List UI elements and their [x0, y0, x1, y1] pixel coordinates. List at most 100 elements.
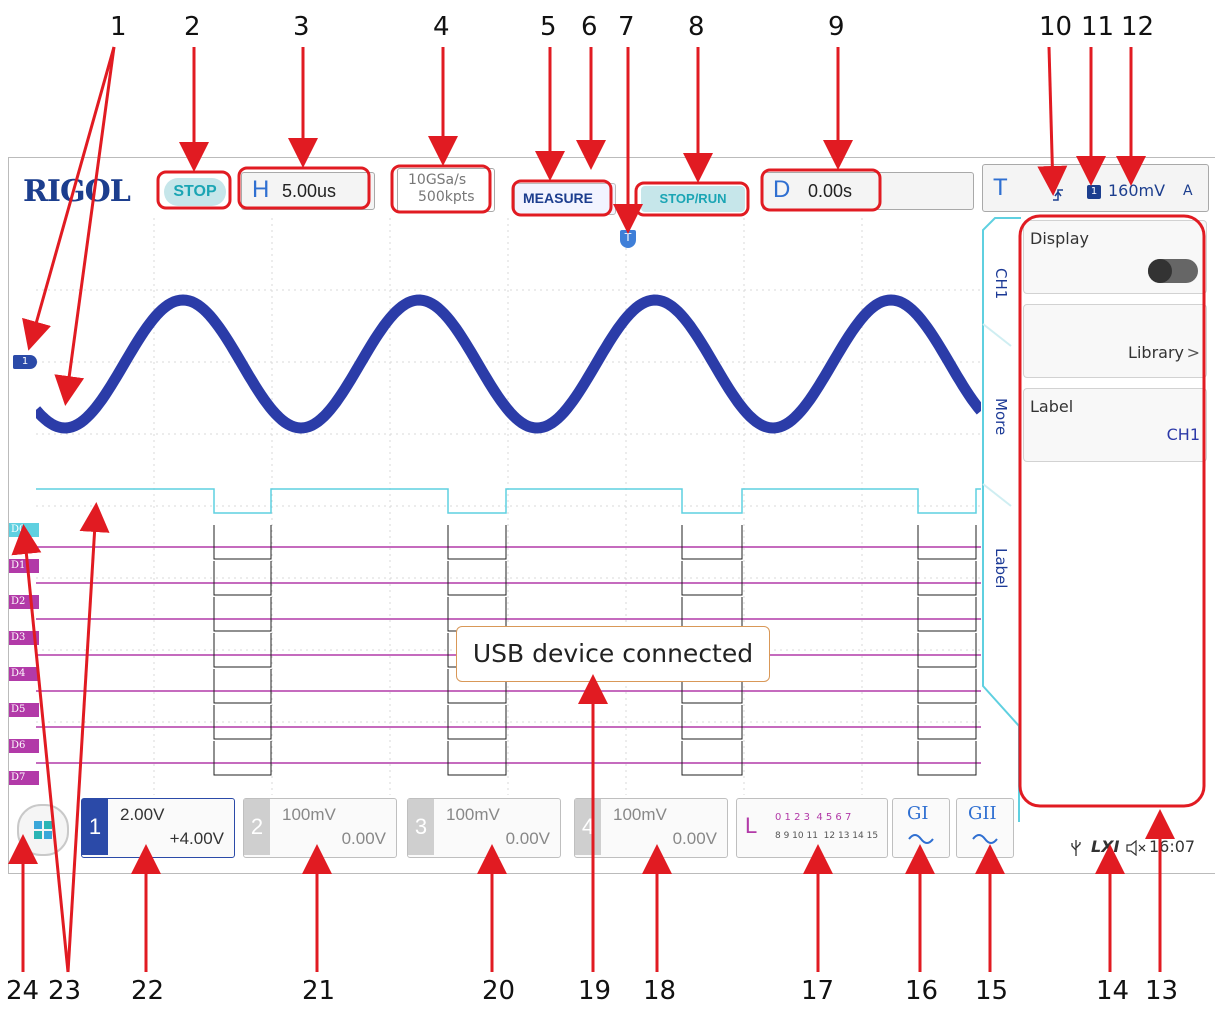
ch4-scale: 100mV: [613, 805, 667, 824]
callout-19: 19: [578, 976, 612, 1006]
callout-20: 20: [482, 976, 516, 1006]
digital-pulse: [917, 669, 977, 704]
digital-pulse: [213, 669, 272, 704]
digital-pulse: [447, 741, 507, 776]
logic-letter: L: [745, 813, 758, 838]
side-tab-outline: [982, 217, 1021, 822]
ch3-scale: 100mV: [446, 805, 500, 824]
timebase-value: 5.00us: [282, 181, 337, 201]
digital-pulse: [447, 561, 507, 596]
digital-pulse: [917, 525, 977, 560]
delay-letter: D: [773, 176, 791, 203]
callout-2: 2: [184, 12, 201, 42]
ch2-info-box[interactable]: 2 100mV 0.00V: [243, 798, 397, 858]
menu-library[interactable]: Library >: [1023, 304, 1207, 378]
delay-box[interactable]: D 0.00s: [762, 172, 974, 210]
rigol-logo: RIGOL: [23, 174, 131, 209]
logic-analyzer-box[interactable]: L 0 1 2 3 4 5 6 7 8 9 10 11 12 13 14 15: [736, 798, 888, 858]
callout-14: 14: [1096, 976, 1130, 1006]
digital-label-d5[interactable]: D5: [9, 703, 39, 717]
callout-13: 13: [1145, 976, 1179, 1006]
callout-16: 16: [905, 976, 939, 1006]
measure-button[interactable]: MEASURE: [514, 183, 616, 215]
callout-11: 11: [1081, 12, 1115, 42]
logic-row1: 0 1 2 3 4 5 6 7: [775, 812, 852, 823]
logic-row2: 8 9 10 11 12 13 14 15: [775, 831, 879, 841]
chevron-right-icon: >: [1186, 343, 1200, 362]
run-state-indicator[interactable]: STOP: [164, 178, 226, 206]
generator-2-button[interactable]: GII: [956, 798, 1014, 858]
callout-6: 6: [581, 12, 598, 42]
memory-depth: 500kpts: [418, 189, 475, 205]
trigger-source-badge: 1: [1087, 185, 1101, 199]
ch1-info-box[interactable]: 1 2.00V +4.00V: [81, 798, 235, 858]
waveform-grid: [36, 218, 981, 795]
trigger-position-marker[interactable]: T: [620, 230, 636, 248]
library-label: Library: [1128, 343, 1184, 362]
trigger-box[interactable]: T 1 160mV A: [982, 164, 1209, 212]
digital-label-d7[interactable]: D7: [9, 771, 39, 785]
digital-pulse: [681, 705, 743, 740]
horizontal-timebase-box[interactable]: H 5.00us: [241, 172, 375, 210]
digital-label-d1[interactable]: D1: [9, 559, 39, 573]
callout-1: 1: [110, 12, 127, 42]
ch2-scale: 100mV: [282, 805, 336, 824]
sine-wave-icon: [972, 834, 998, 844]
digital-pulse: [917, 705, 977, 740]
callout-8: 8: [688, 12, 705, 42]
menu-label[interactable]: Label CH1: [1023, 388, 1207, 462]
tab-more[interactable]: More: [992, 398, 1010, 436]
digital-pulse: [213, 525, 272, 560]
trigger-edge-icon: [1053, 189, 1063, 201]
ch1-offset-marker[interactable]: 1: [13, 355, 37, 369]
tab-ch1[interactable]: CH1: [992, 268, 1010, 300]
display-toggle[interactable]: [1148, 259, 1198, 283]
digital-label-d6[interactable]: D6: [9, 739, 39, 753]
callout-22: 22: [131, 976, 165, 1006]
label-title: Label: [1030, 397, 1074, 416]
ch3-number: 3: [408, 799, 434, 855]
digital-pulse: [213, 561, 272, 596]
display-label: Display: [1030, 229, 1089, 248]
callout-18: 18: [643, 976, 677, 1006]
digital-label-d0[interactable]: D0: [9, 523, 39, 537]
ch4-number: 4: [575, 799, 601, 855]
stop-run-button[interactable]: STOP/RUN: [641, 186, 745, 212]
usb-connected-toast: USB device connected: [456, 626, 770, 682]
digital-label-d3[interactable]: D3: [9, 631, 39, 645]
sample-rate: 10GSa/s: [408, 172, 467, 188]
lxi-icon: LXI: [1091, 837, 1120, 856]
digital-pulse: [917, 561, 977, 596]
oscilloscope-screen: RIGOL STOP H 5.00us 10GSa/s 500kpts MEAS…: [8, 157, 1215, 874]
generator-1-button[interactable]: GI: [892, 798, 950, 858]
label-value: CH1: [1166, 425, 1200, 444]
sine-wave-icon: [908, 834, 934, 844]
callout-10: 10: [1039, 12, 1073, 42]
trigger-letter: T: [993, 174, 1008, 201]
digital-pulse: [681, 525, 743, 560]
callout-12: 12: [1121, 12, 1155, 42]
digital-pulse: [213, 705, 272, 740]
ch3-info-box[interactable]: 3 100mV 0.00V: [407, 798, 561, 858]
ch4-offset: 0.00V: [672, 829, 717, 848]
ch1-offset: +4.00V: [169, 829, 224, 848]
ch4-info-box[interactable]: 4 100mV 0.00V: [574, 798, 728, 858]
digital-label-d2[interactable]: D2: [9, 595, 39, 609]
digital-trace-d0: [36, 488, 981, 514]
callout-23: 23: [48, 976, 82, 1006]
digital-pulse: [447, 669, 507, 704]
ch1-waveform: [36, 294, 981, 434]
callout-3: 3: [293, 12, 310, 42]
menu-display[interactable]: Display: [1023, 220, 1207, 294]
speaker-muted-icon[interactable]: [1125, 840, 1147, 856]
digital-label-d4[interactable]: D4: [9, 667, 39, 681]
digital-pulse: [213, 597, 272, 632]
trigger-mode: A: [1183, 183, 1193, 199]
digital-pulse: [917, 633, 977, 668]
ch2-offset: 0.00V: [341, 829, 386, 848]
navigation-button[interactable]: [17, 804, 69, 856]
tab-label[interactable]: Label: [992, 548, 1010, 589]
digital-pulse: [681, 741, 743, 776]
ch2-number: 2: [244, 799, 270, 855]
